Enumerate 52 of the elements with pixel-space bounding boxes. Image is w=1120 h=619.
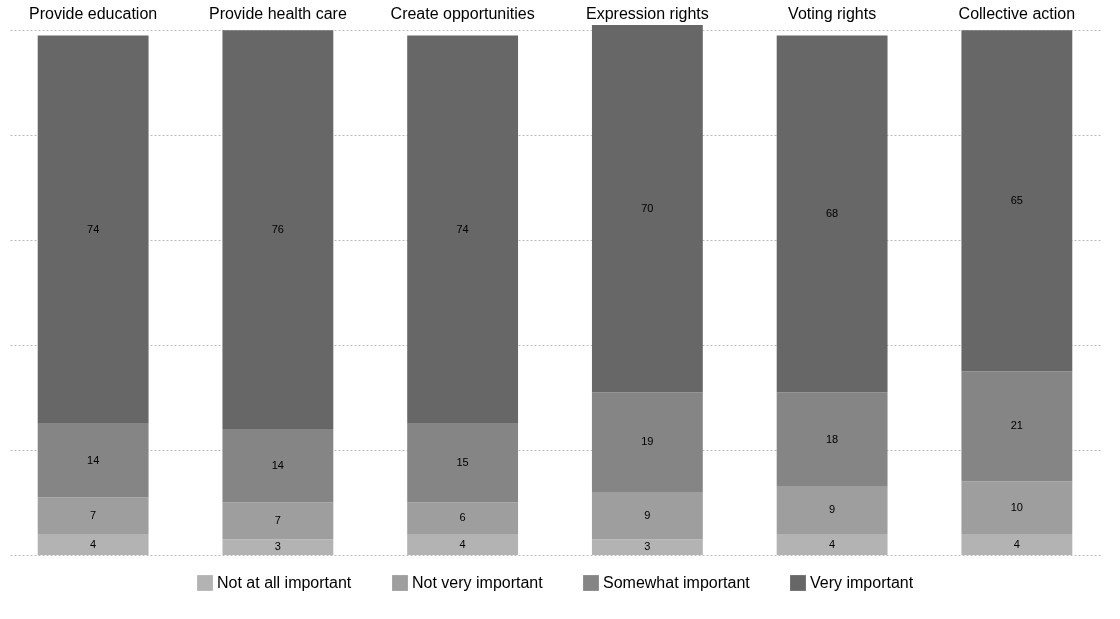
legend-label: Not at all important <box>217 574 352 591</box>
data-label: 14 <box>87 453 100 466</box>
bar <box>407 35 519 424</box>
x-tick-label: Create opportunities <box>390 4 535 22</box>
data-label: 9 <box>829 503 836 516</box>
data-label: 3 <box>644 540 651 553</box>
bar <box>222 502 334 540</box>
data-label: 4 <box>1013 537 1020 550</box>
legend-label: Somewhat important <box>603 574 751 591</box>
bar <box>222 429 334 503</box>
bar <box>37 35 149 424</box>
data-label: 15 <box>456 456 469 469</box>
bar <box>776 486 888 535</box>
x-tick-label: Provide health care <box>208 4 347 22</box>
data-label: 65 <box>1010 193 1023 206</box>
legend-label: Very important <box>810 574 914 591</box>
data-label: 3 <box>274 540 281 553</box>
bar <box>37 497 149 535</box>
data-label: 74 <box>456 222 469 235</box>
bar <box>407 502 519 535</box>
x-tick-label: Voting rights <box>788 4 877 22</box>
data-label: 6 <box>459 511 466 524</box>
data-label: 4 <box>90 537 97 550</box>
bar <box>961 481 1073 535</box>
data-label: 14 <box>271 458 285 471</box>
bar <box>776 35 888 393</box>
data-label: 4 <box>829 537 836 550</box>
bar <box>591 392 703 493</box>
data-label: 68 <box>825 206 839 219</box>
bar <box>222 30 334 430</box>
bar <box>37 423 149 498</box>
data-label: 70 <box>641 201 654 214</box>
bar <box>591 25 703 393</box>
data-label: 76 <box>271 222 285 235</box>
data-label: 7 <box>90 508 97 521</box>
bar <box>961 30 1073 372</box>
x-tick-label: Collective action <box>958 4 1076 22</box>
x-tick-label: Provide education <box>29 4 158 22</box>
bar <box>776 392 888 487</box>
bar <box>961 371 1073 482</box>
data-label: 19 <box>641 435 654 448</box>
x-tick-label: Expression rights <box>586 4 709 22</box>
data-label: 74 <box>87 222 100 235</box>
bar <box>591 492 703 540</box>
bar <box>407 423 519 503</box>
data-label: 21 <box>1010 419 1023 432</box>
data-label: 9 <box>644 508 651 521</box>
data-label: 18 <box>825 432 839 445</box>
data-label: 10 <box>1010 500 1023 513</box>
legend-label: Not very important <box>412 574 544 591</box>
data-label: 7 <box>274 513 281 526</box>
data-label: 4 <box>459 537 466 550</box>
